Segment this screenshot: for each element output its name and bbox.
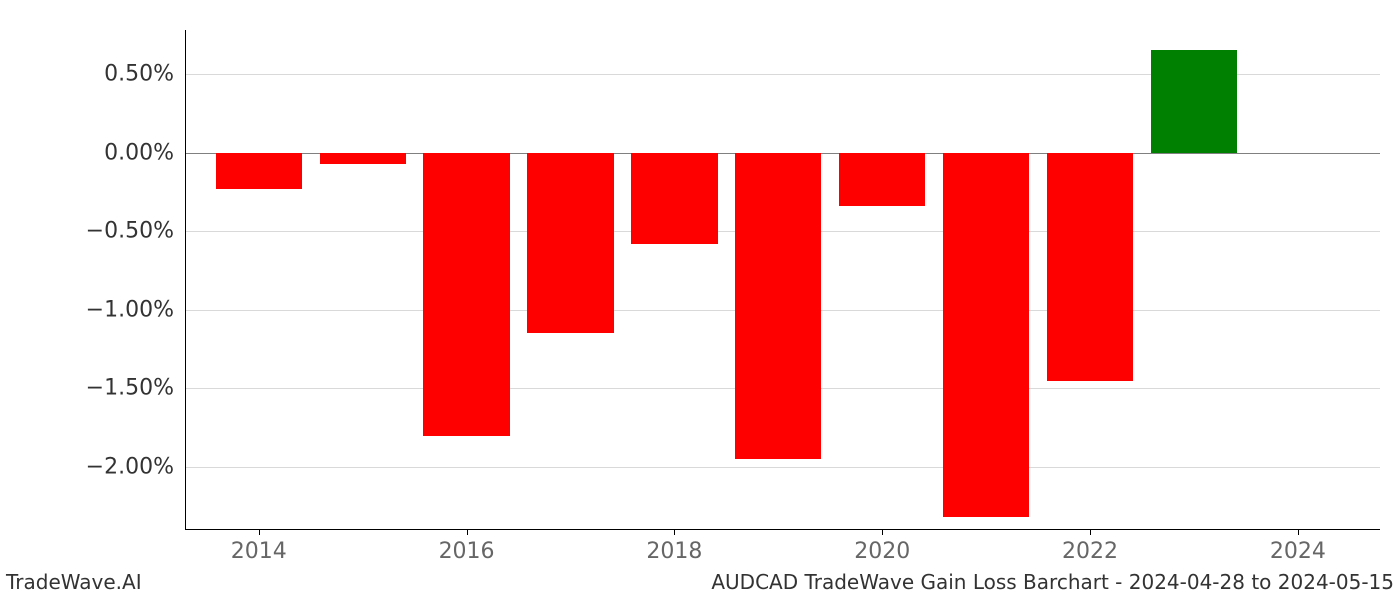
chart-container: −2.00% −1.50% −1.00% −0.50% 0.00% 0.50% 2014 20… — [0, 0, 1400, 600]
bar — [631, 153, 717, 244]
footer-left-text: TradeWave.AI — [6, 570, 142, 594]
x-tick-label: 2014 — [231, 529, 287, 564]
x-tick-label: 2024 — [1270, 529, 1326, 564]
y-tick-label: −1.00% — [86, 297, 186, 322]
y-tick-label: 0.50% — [104, 62, 186, 87]
bar — [735, 153, 821, 460]
bar — [839, 153, 925, 206]
y-gridline — [186, 467, 1380, 468]
x-tick-label: 2020 — [854, 529, 910, 564]
y-tick-label: −2.00% — [86, 455, 186, 480]
x-tick-label: 2018 — [646, 529, 702, 564]
y-tick-label: −0.50% — [86, 219, 186, 244]
y-tick-label: 0.00% — [104, 140, 186, 165]
bar — [527, 153, 613, 334]
bar — [216, 153, 302, 189]
x-tick-label: 2016 — [439, 529, 495, 564]
bar — [943, 153, 1029, 518]
x-tick-label: 2022 — [1062, 529, 1118, 564]
bar — [423, 153, 509, 436]
bar — [1047, 153, 1133, 381]
plot-area: −2.00%−1.50%−1.00%−0.50%0.00%0.50%201420… — [185, 30, 1380, 530]
bar — [320, 153, 406, 164]
y-tick-label: −1.50% — [86, 376, 186, 401]
bar — [1151, 50, 1237, 152]
footer-right-text: AUDCAD TradeWave Gain Loss Barchart - 20… — [711, 570, 1394, 594]
